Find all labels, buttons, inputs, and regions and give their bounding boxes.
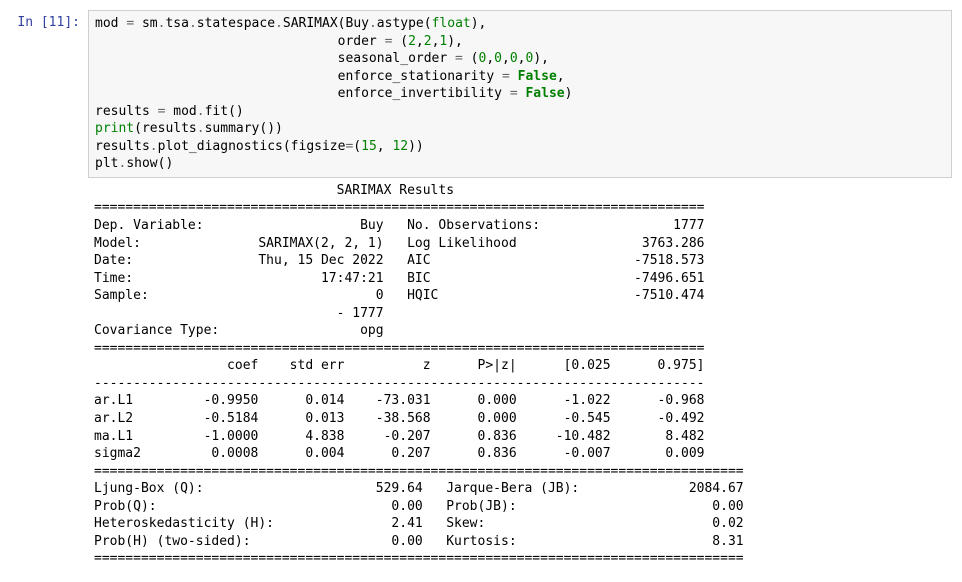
- code-token: 15: [361, 139, 377, 154]
- code-token: 12: [392, 139, 408, 154]
- code-token: .: [150, 139, 158, 154]
- code-cell: In [11]: mod = sm.tsa.statespace.SARIMAX…: [10, 10, 952, 178]
- input-prompt: In [11]:: [10, 10, 88, 32]
- code-token: .: [369, 16, 377, 31]
- code-token: ): [565, 86, 573, 101]
- output-cell: SARIMAX Results ========================…: [10, 178, 952, 572]
- code-token: .: [275, 16, 283, 31]
- code-token: ,: [557, 69, 565, 84]
- code-token: =: [455, 51, 463, 66]
- code-token: enforce_invertibility: [95, 86, 510, 101]
- output-prompt-spacer: [10, 178, 88, 182]
- code-token: False: [518, 69, 557, 84]
- code-token: ),: [447, 34, 463, 49]
- code-token: (: [353, 139, 361, 154]
- code-token: order: [95, 34, 385, 49]
- code-token: ),: [533, 51, 549, 66]
- code-token: fit(): [205, 104, 244, 119]
- code-token: =: [502, 69, 510, 84]
- code-token: statespace: [197, 16, 275, 31]
- code-token: (: [463, 51, 479, 66]
- code-token: ),: [471, 16, 487, 31]
- code-token: )): [408, 139, 424, 154]
- code-token: print: [95, 121, 134, 136]
- code-token: seasonal_order: [95, 51, 455, 66]
- code-token: (results: [134, 121, 197, 136]
- text-output-area: SARIMAX Results ========================…: [88, 178, 952, 572]
- code-token: mod: [165, 104, 196, 119]
- code-token: 2: [424, 34, 432, 49]
- code-token: 0: [494, 51, 502, 66]
- code-token: ,: [486, 51, 494, 66]
- code-token: ,: [377, 139, 393, 154]
- code-token: float: [432, 16, 471, 31]
- code-token: show(): [126, 156, 173, 171]
- code-token: plt: [95, 156, 118, 171]
- code-token: .: [189, 16, 197, 31]
- code-token: 0: [510, 51, 518, 66]
- code-token: SARIMAX(Buy: [283, 16, 369, 31]
- code-token: results: [95, 139, 150, 154]
- code-token: .: [197, 104, 205, 119]
- code-token: enforce_stationarity: [95, 69, 502, 84]
- code-token: astype(: [377, 16, 432, 31]
- code-token: results: [95, 104, 158, 119]
- code-token: plot_diagnostics(figsize: [158, 139, 346, 154]
- code-token: =: [510, 86, 518, 101]
- code-token: ,: [416, 34, 424, 49]
- code-token: mod: [95, 16, 126, 31]
- code-token: (: [392, 34, 408, 49]
- code-token: sm: [134, 16, 157, 31]
- code-token: [510, 69, 518, 84]
- prompt-label: In [11]:: [17, 15, 80, 30]
- code-token: tsa: [165, 16, 188, 31]
- code-token: .: [197, 121, 205, 136]
- code-token: =: [126, 16, 134, 31]
- code-input-area[interactable]: mod = sm.tsa.statespace.SARIMAX(Buy.asty…: [88, 10, 952, 178]
- code-token: ,: [502, 51, 510, 66]
- code-token: False: [525, 86, 564, 101]
- code-token: summary()): [205, 121, 283, 136]
- code-token: 2: [408, 34, 416, 49]
